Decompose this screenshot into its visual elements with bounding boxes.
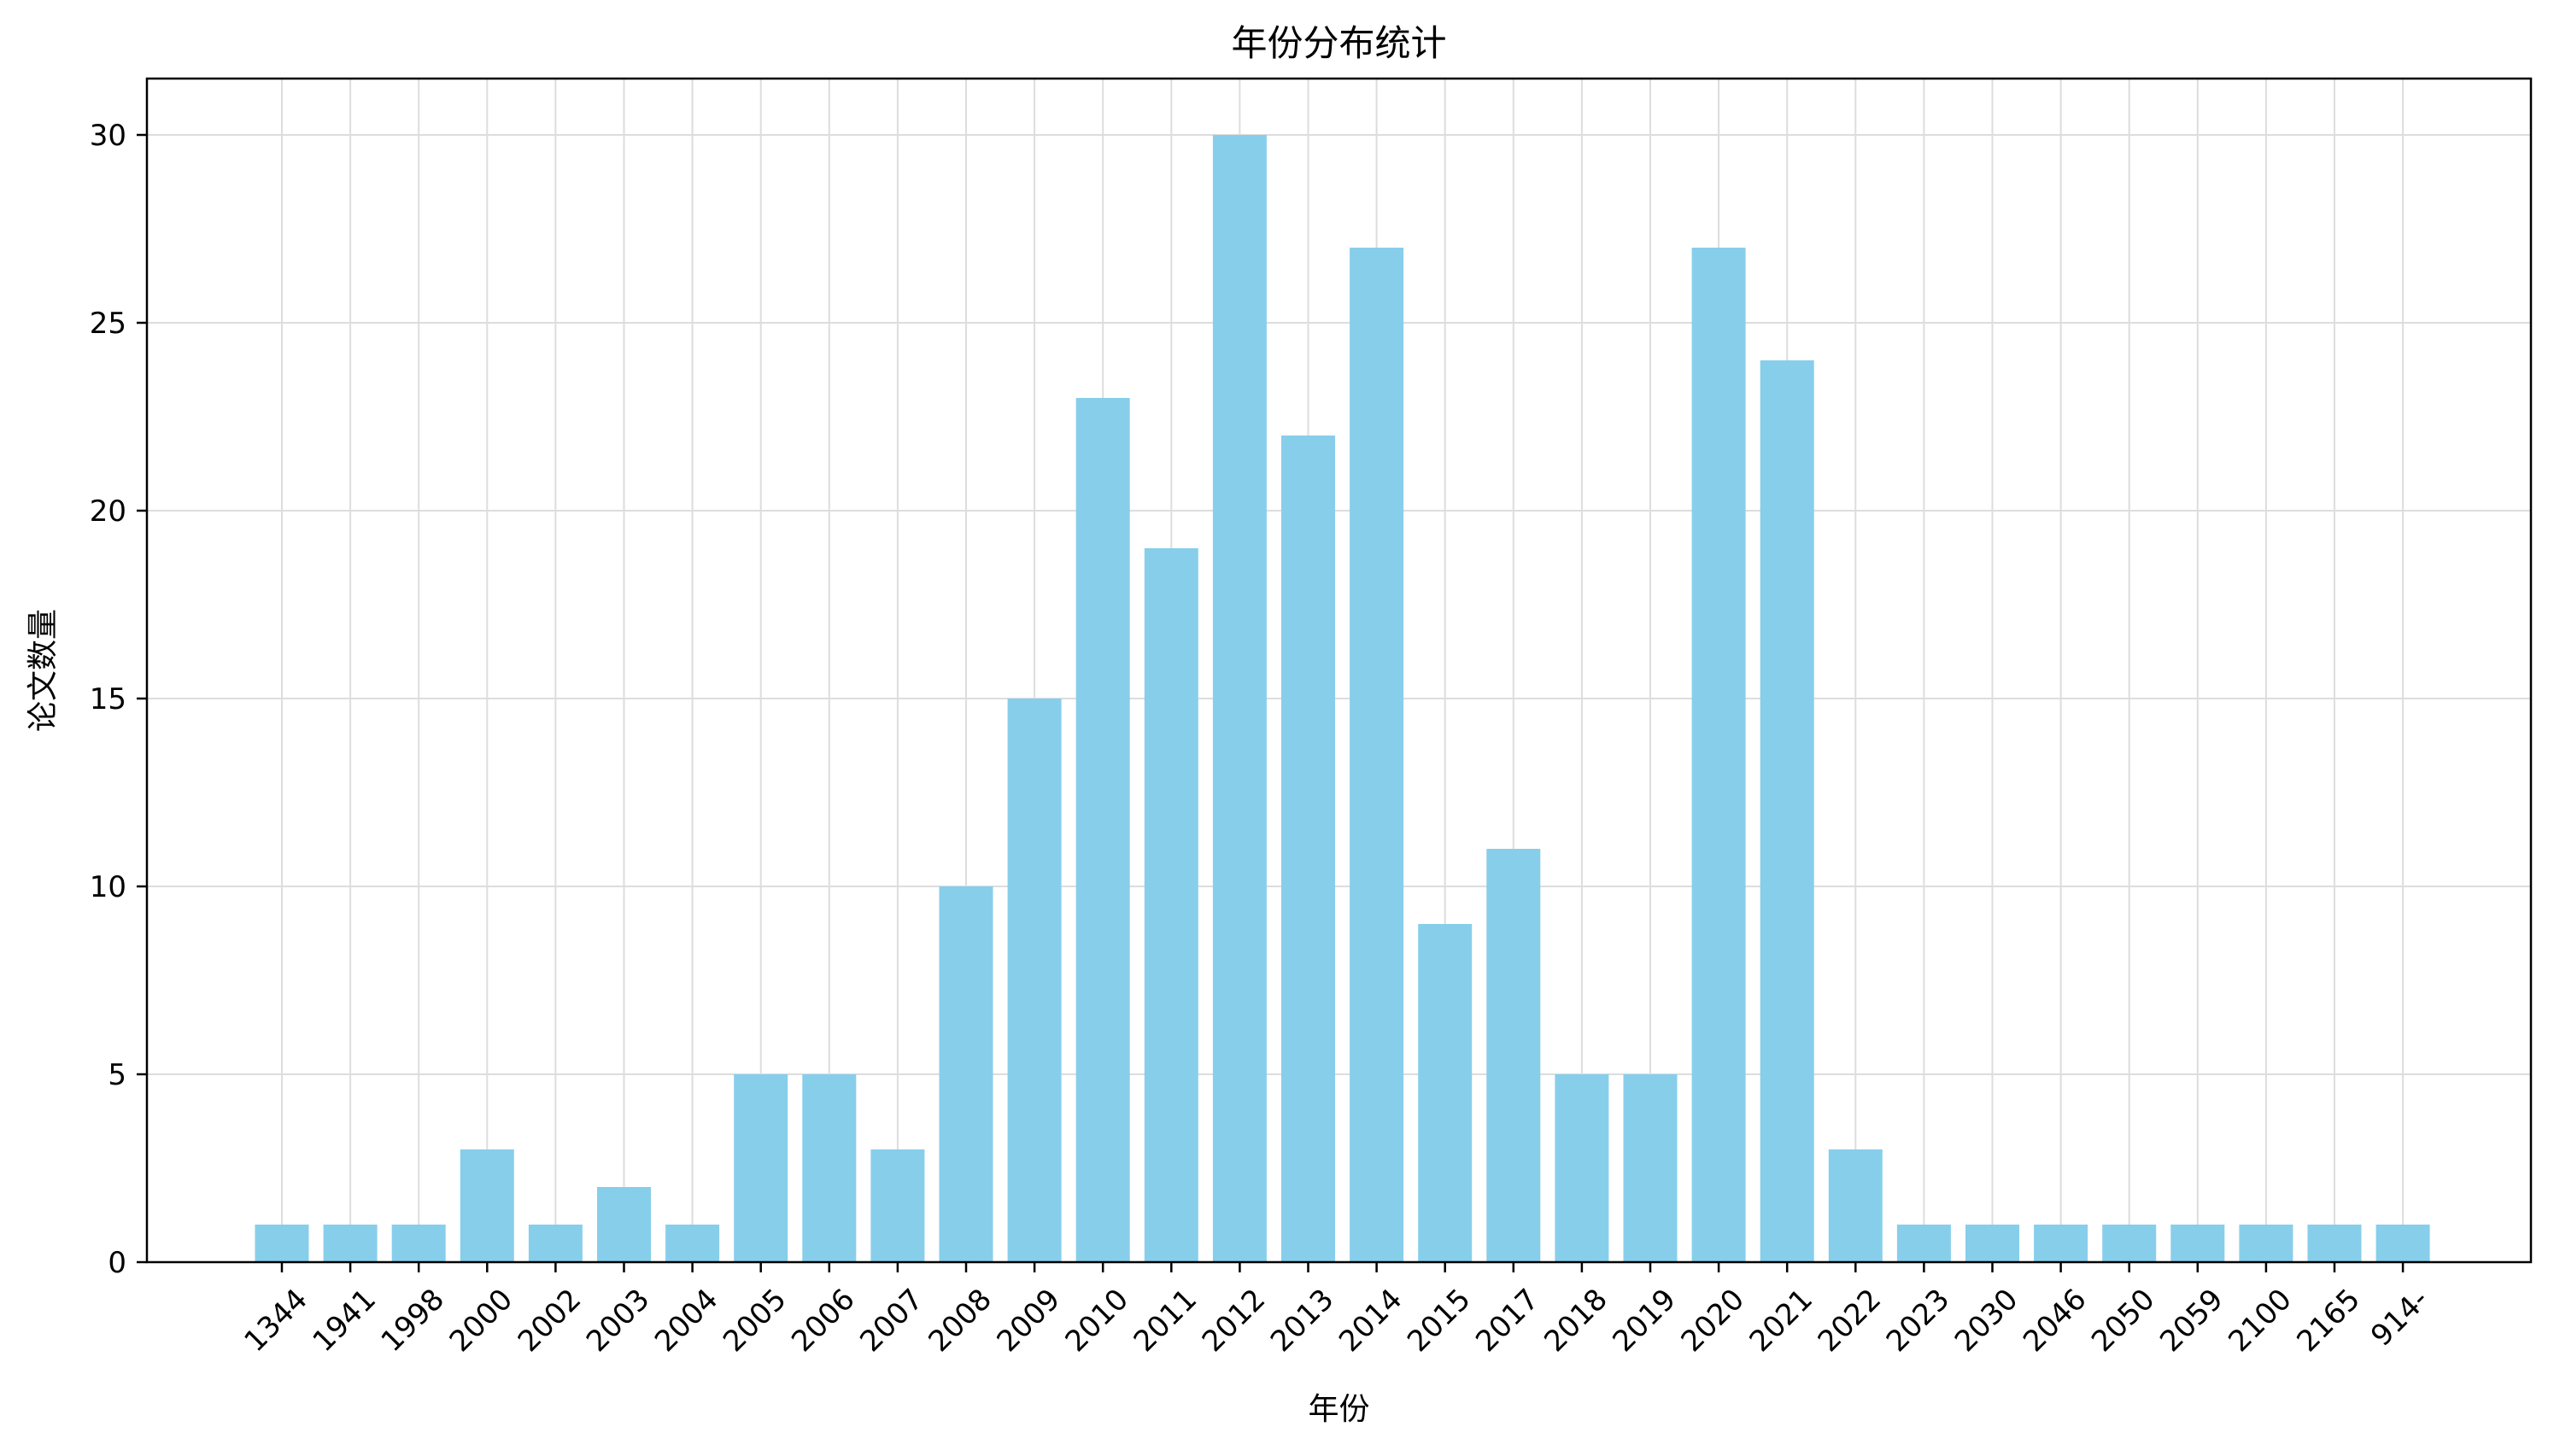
x-tick-label: 2000 bbox=[443, 1283, 519, 1359]
bar-2020 bbox=[1691, 248, 1746, 1262]
x-axis-title: 年份 bbox=[1308, 1392, 1369, 1427]
x-tick-label: 2004 bbox=[648, 1283, 724, 1359]
bar-2007 bbox=[870, 1149, 925, 1262]
x-tick-label: 2002 bbox=[512, 1283, 588, 1359]
bar-2000 bbox=[460, 1149, 514, 1262]
chart-title: 年份分布统计 bbox=[1231, 22, 1446, 64]
bar-2030 bbox=[1965, 1225, 2019, 1262]
x-tick-label: 2059 bbox=[2153, 1283, 2229, 1359]
bar-914- bbox=[2375, 1225, 2430, 1262]
bar-2005 bbox=[734, 1074, 788, 1262]
x-tick-label: 2008 bbox=[922, 1283, 998, 1359]
x-tick-label: 2030 bbox=[1948, 1283, 2024, 1359]
bar-2050 bbox=[2102, 1225, 2157, 1262]
y-tick-label: 15 bbox=[90, 682, 126, 716]
bar-2023 bbox=[1896, 1225, 1951, 1262]
x-tick-label: 1941 bbox=[307, 1283, 383, 1359]
bar-2008 bbox=[939, 886, 993, 1262]
x-tick-label: 2011 bbox=[1128, 1283, 1204, 1359]
x-tick-label: 2100 bbox=[2222, 1283, 2298, 1359]
x-tick-label: 2009 bbox=[991, 1283, 1067, 1359]
bar-2018 bbox=[1555, 1074, 1609, 1262]
x-tick-label: 2022 bbox=[1812, 1283, 1888, 1359]
y-tick-label: 5 bbox=[108, 1058, 126, 1092]
x-tick-label: 2013 bbox=[1264, 1283, 1340, 1359]
bar-2002 bbox=[528, 1225, 583, 1262]
y-tick-label: 25 bbox=[90, 307, 126, 341]
bar-2165 bbox=[2307, 1225, 2362, 1262]
x-tick-label: 2005 bbox=[717, 1283, 793, 1359]
x-tick-label: 2046 bbox=[2017, 1283, 2093, 1359]
bar-2006 bbox=[802, 1074, 857, 1262]
x-tick-label: 2017 bbox=[1469, 1283, 1545, 1359]
bar-1344 bbox=[255, 1225, 309, 1262]
y-tick-label: 10 bbox=[90, 870, 126, 904]
x-tick-label: 2010 bbox=[1059, 1283, 1135, 1359]
bar-2004 bbox=[665, 1225, 720, 1262]
bar-2014 bbox=[1350, 248, 1404, 1262]
bar-2013 bbox=[1281, 436, 1335, 1262]
x-tick-label: 2014 bbox=[1333, 1283, 1409, 1359]
plot-frame bbox=[145, 77, 2533, 1264]
x-tick-label: 2019 bbox=[1606, 1283, 1682, 1359]
y-tick-label: 30 bbox=[90, 119, 126, 153]
bar-1941 bbox=[323, 1225, 378, 1262]
x-tick-label: 2003 bbox=[580, 1283, 656, 1359]
x-tick-label: 2021 bbox=[1743, 1283, 1819, 1359]
x-tick-label: 2023 bbox=[1880, 1283, 1956, 1359]
bar-2015 bbox=[1418, 924, 1473, 1262]
bar-2003 bbox=[597, 1187, 651, 1262]
bar-2010 bbox=[1075, 398, 1130, 1262]
x-tick-label: 2007 bbox=[853, 1283, 929, 1359]
bar-2017 bbox=[1486, 849, 1541, 1262]
x-tick-label: 2018 bbox=[1538, 1283, 1614, 1359]
bar-2011 bbox=[1144, 548, 1198, 1262]
x-tick-label: 2012 bbox=[1196, 1283, 1272, 1359]
x-tick-label: 914- bbox=[2364, 1283, 2435, 1354]
x-tick-label: 2015 bbox=[1401, 1283, 1477, 1359]
bar-2009 bbox=[1007, 699, 1062, 1262]
bar-2019 bbox=[1623, 1074, 1678, 1262]
x-tick-label: 2006 bbox=[785, 1283, 861, 1359]
bar-1998 bbox=[391, 1225, 446, 1262]
x-tick-label: 2050 bbox=[2085, 1283, 2161, 1359]
bar-2022 bbox=[1828, 1149, 1883, 1262]
bars-layer bbox=[255, 135, 2430, 1262]
y-tick-label: 20 bbox=[90, 494, 126, 529]
bar-2046 bbox=[2034, 1225, 2088, 1262]
y-axis-title: 论文数量 bbox=[26, 609, 61, 732]
bar-2100 bbox=[2239, 1225, 2293, 1262]
x-tick-label: 2020 bbox=[1675, 1283, 1751, 1359]
bar-2059 bbox=[2170, 1225, 2225, 1262]
grid-layer bbox=[147, 79, 2531, 1263]
bar-2012 bbox=[1212, 135, 1267, 1262]
bar-2021 bbox=[1760, 360, 1814, 1262]
x-tick-label: 2165 bbox=[2290, 1283, 2366, 1359]
x-tick-label: 1998 bbox=[375, 1283, 451, 1359]
y-tick-label: 0 bbox=[108, 1246, 126, 1280]
x-tick-label: 1344 bbox=[237, 1283, 313, 1359]
